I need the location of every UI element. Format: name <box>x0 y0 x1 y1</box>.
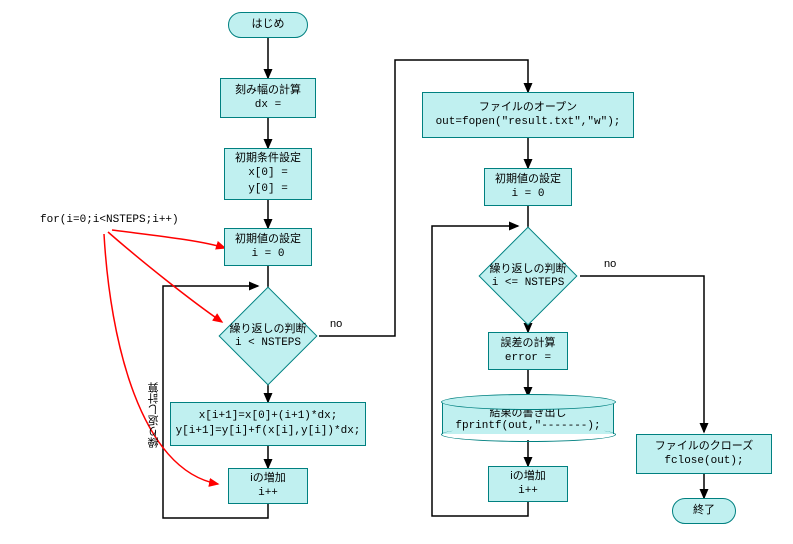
initcond-t2: x[0] = <box>248 166 288 181</box>
initcond-t3: y[0] = <box>248 182 288 197</box>
node-initval: 初期値の設定 i = 0 <box>224 228 312 266</box>
fopen-t1: ファイルのオープン <box>479 100 577 115</box>
initval-t2: i = 0 <box>251 247 284 262</box>
node-initval2: 初期値の設定 i = 0 <box>484 168 572 206</box>
node-end: 終了 <box>672 498 736 524</box>
start-label: はじめ <box>252 17 285 32</box>
no-label-1: no <box>330 318 342 330</box>
error-t1: 誤差の計算 <box>501 336 556 351</box>
calc-t2: y[i+1]=y[i]+f(x[i],y[i])*dx; <box>176 424 361 439</box>
loop2-t2: i <= NSTEPS <box>492 276 565 290</box>
node-fwrite: 結果の書き出し fprintf(out,"-------); <box>442 402 614 434</box>
fopen-t2: out=fopen("result.txt","w"); <box>436 115 621 130</box>
loop1-t2: i < NSTEPS <box>235 336 301 350</box>
calc-t1: x[i+1]=x[0]+(i+1)*dx; <box>199 409 338 424</box>
fwrite-t1: 結果の書き出し <box>490 404 567 420</box>
inc2-t1: iの増加 <box>510 469 545 484</box>
fclose-t2: fclose(out); <box>664 454 743 469</box>
node-calc: x[i+1]=x[0]+(i+1)*dx; y[i+1]=y[i]+f(x[i]… <box>170 402 366 446</box>
side-text: 繰り返し計算 <box>146 382 162 448</box>
loop1-t1: 繰り返しの判断 <box>230 322 307 336</box>
node-start: はじめ <box>228 12 308 38</box>
fclose-t1: ファイルのクローズ <box>655 439 753 454</box>
stepwidth-t1: 刻み幅の計算 <box>235 83 301 98</box>
no-label-2: no <box>604 258 616 270</box>
for-label: for(i=0;i<NSTEPS;i++) <box>40 214 179 226</box>
node-loop1: 繰り返しの判断 i < NSTEPS <box>233 301 303 371</box>
initcond-t1: 初期条件設定 <box>235 151 301 166</box>
initval2-t1: 初期値の設定 <box>495 172 561 187</box>
inc1-t1: iの増加 <box>250 471 285 486</box>
inc1-t2: i++ <box>258 486 278 501</box>
node-stepwidth: 刻み幅の計算 dx = <box>220 78 316 118</box>
error-t2: error = <box>505 351 551 366</box>
node-loop2: 繰り返しの判断 i <= NSTEPS <box>493 241 563 311</box>
node-inc1: iの増加 i++ <box>228 468 308 504</box>
node-error: 誤差の計算 error = <box>488 332 568 370</box>
initval-t1: 初期値の設定 <box>235 232 301 247</box>
fwrite-t2: fprintf(out,"-------); <box>455 420 600 432</box>
node-fopen: ファイルのオープン out=fopen("result.txt","w"); <box>422 92 634 138</box>
initval2-t2: i = 0 <box>511 187 544 202</box>
loop2-t1: 繰り返しの判断 <box>490 262 567 276</box>
node-fclose: ファイルのクローズ fclose(out); <box>636 434 772 474</box>
inc2-t2: i++ <box>518 484 538 499</box>
end-label: 終了 <box>693 503 715 518</box>
stepwidth-t2: dx = <box>255 98 281 113</box>
node-initcond: 初期条件設定 x[0] = y[0] = <box>224 148 312 200</box>
node-inc2: iの増加 i++ <box>488 466 568 502</box>
